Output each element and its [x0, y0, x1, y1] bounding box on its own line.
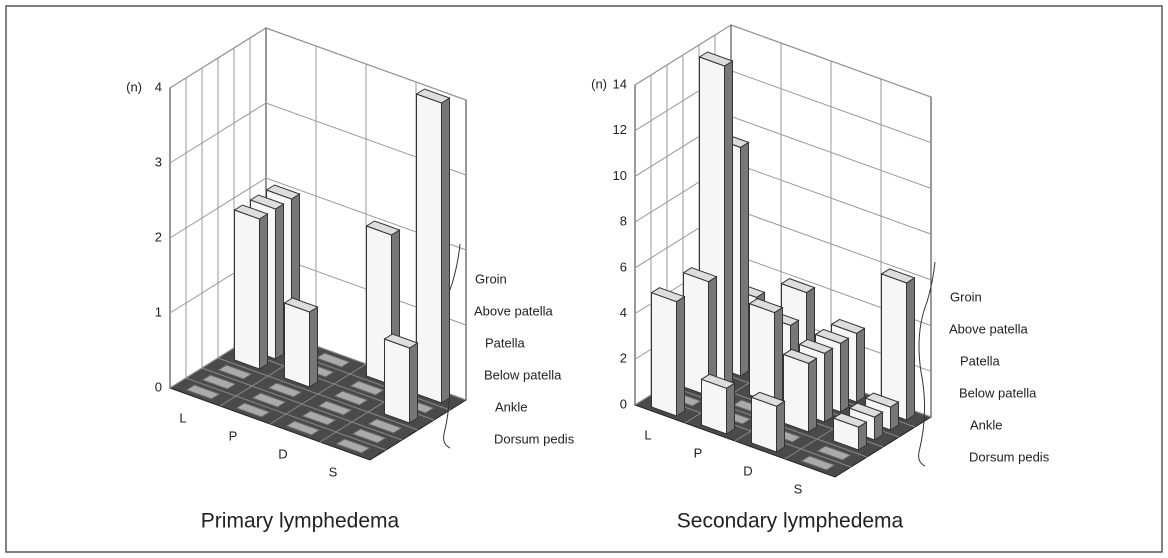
bar-side [857, 328, 865, 402]
depth-label: Ankle [495, 399, 528, 414]
y-tick-label: 8 [620, 214, 627, 229]
bar-front [752, 397, 777, 452]
depth-label: Groin [475, 271, 507, 286]
bar-front [235, 210, 260, 369]
y-tick-label: 14 [613, 76, 627, 91]
depth-label: Below patella [484, 367, 562, 382]
bar-side [741, 142, 749, 376]
bar-front [702, 379, 727, 434]
x-tick-label: P [229, 428, 238, 443]
depth-label: Dorsum pedis [494, 431, 575, 446]
bar [652, 288, 685, 416]
bar-side [677, 297, 685, 416]
y-tick-label: 3 [155, 154, 162, 169]
bar-side [907, 278, 915, 420]
bar [417, 89, 450, 403]
depth-label: Patella [485, 335, 526, 350]
x-tick-label: S [794, 481, 803, 496]
bar [750, 299, 783, 404]
bar-side [777, 401, 785, 452]
y-axis-label: (n) [126, 79, 142, 94]
bar-front [652, 293, 677, 416]
depth-label: Dorsum pedis [969, 449, 1050, 464]
bar-side [841, 338, 849, 412]
depth-label: Groin [950, 289, 982, 304]
x-tick-label: S [329, 464, 338, 479]
y-tick-label: 2 [620, 351, 627, 366]
depth-label: Patella [960, 353, 1001, 368]
bar-side [260, 214, 268, 369]
bar [285, 298, 318, 387]
depth-label: Ankle [970, 417, 1003, 432]
x-tick-label: D [743, 463, 752, 478]
bar-side [410, 343, 418, 423]
x-tick-label: P [694, 445, 703, 460]
figure: 01234(n)LPDSGroinAbove patellaPatellaBel… [0, 0, 1168, 558]
y-tick-label: 6 [620, 259, 627, 274]
chart-title: Primary lymphedema [201, 510, 400, 533]
bar [752, 392, 785, 452]
bar-front [417, 94, 442, 403]
bar [702, 374, 735, 434]
bar-side [442, 98, 450, 403]
depth-label: Above patella [474, 303, 554, 318]
bar [385, 334, 418, 423]
y-tick-label: 0 [620, 396, 627, 411]
bar-front [385, 339, 410, 423]
y-tick-label: 4 [155, 79, 162, 94]
y-tick-label: 0 [155, 379, 162, 394]
bar-front [285, 303, 310, 387]
bar-front [784, 354, 809, 432]
y-tick-label: 2 [155, 229, 162, 244]
chart-title: Secondary lymphedema [677, 510, 904, 533]
bar [235, 205, 268, 369]
x-tick-label: L [644, 427, 651, 442]
x-tick-label: D [278, 446, 287, 461]
bar [784, 349, 817, 432]
bar-side [727, 383, 735, 434]
y-tick-label: 10 [613, 168, 627, 183]
depth-label: Below patella [959, 385, 1037, 400]
bar-side [310, 307, 318, 387]
bar-side [825, 348, 833, 422]
x-tick-label: L [179, 410, 186, 425]
y-tick-label: 4 [620, 305, 627, 320]
depth-label: Above patella [949, 321, 1029, 336]
y-tick-label: 1 [155, 304, 162, 319]
y-tick-label: 12 [613, 122, 627, 137]
bar-side [725, 61, 733, 386]
bar-side [276, 204, 284, 359]
bar-front [750, 304, 775, 404]
bar-side [809, 358, 817, 432]
y-axis-label: (n) [591, 76, 607, 91]
bar-side [775, 308, 783, 404]
